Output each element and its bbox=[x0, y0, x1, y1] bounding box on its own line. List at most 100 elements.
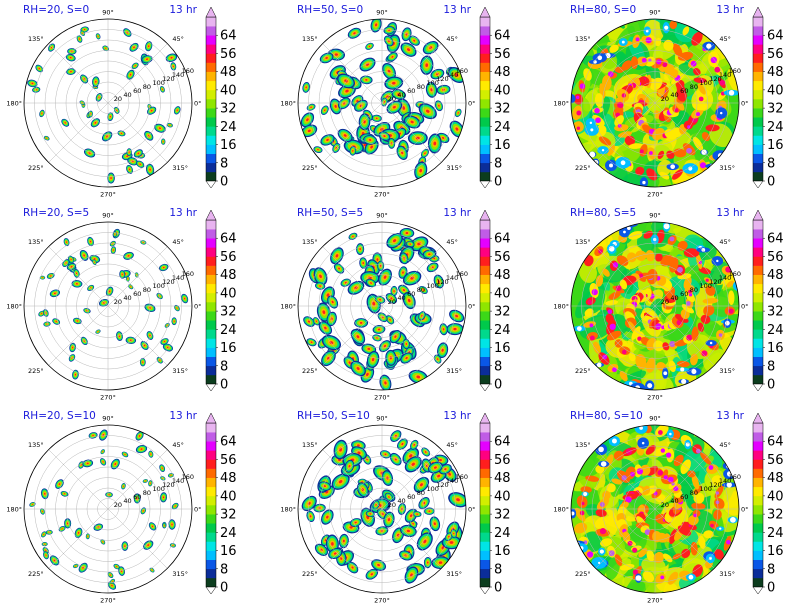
radial-tick-label: 120 bbox=[709, 278, 721, 286]
angular-tick-label: 225° bbox=[28, 570, 44, 578]
angular-tick-label: 315° bbox=[172, 570, 188, 578]
echo-core bbox=[715, 491, 720, 495]
reflectivity-field bbox=[38, 228, 189, 380]
colorbar-segment bbox=[753, 459, 763, 469]
echo-core bbox=[641, 57, 647, 63]
polar-panel: 204060801001201401600°45°90°135°180°225°… bbox=[280, 410, 510, 605]
convective-cell bbox=[87, 284, 95, 292]
angular-tick-label: 90° bbox=[649, 415, 661, 423]
echo-band bbox=[696, 253, 703, 270]
panel-title: RH=50, S=0 bbox=[297, 4, 363, 16]
radial-tick-label: 40 bbox=[670, 497, 678, 505]
convective-cell bbox=[446, 323, 464, 336]
echo-band bbox=[594, 93, 604, 108]
echo-band bbox=[606, 330, 622, 341]
convective-cell bbox=[95, 329, 101, 334]
colorbar-segment bbox=[480, 568, 490, 579]
clear-gap bbox=[601, 148, 605, 152]
echo-band bbox=[674, 313, 689, 323]
echo-band bbox=[697, 83, 706, 95]
colorbar-tick-label: 48 bbox=[767, 65, 784, 80]
convective-cell bbox=[333, 439, 348, 460]
radial-tick-label: 20 bbox=[661, 95, 669, 103]
colorbar-tick-label: 32 bbox=[494, 508, 511, 523]
convective-cell bbox=[396, 145, 408, 160]
clear-gap bbox=[663, 371, 668, 376]
colorbar-segment bbox=[480, 229, 490, 239]
colorbar-segment bbox=[753, 568, 763, 579]
time-label: 13 hr bbox=[169, 207, 197, 219]
convective-cell bbox=[80, 26, 89, 33]
convective-cell bbox=[402, 270, 422, 286]
radial-tick-label: 100 bbox=[153, 79, 165, 87]
echo-band bbox=[672, 169, 683, 180]
colorbar-segment bbox=[753, 44, 763, 54]
angular-tick-label: 315° bbox=[172, 367, 188, 375]
convective-cell bbox=[400, 352, 413, 364]
colorbar-extend-max bbox=[205, 6, 217, 18]
convective-cell bbox=[312, 317, 320, 326]
angular-tick-label: 135° bbox=[302, 441, 318, 449]
angular-tick-label: 45° bbox=[172, 441, 184, 449]
radial-tick-label: 60 bbox=[407, 87, 415, 95]
convective-cell bbox=[29, 502, 36, 507]
convective-cell bbox=[421, 447, 431, 457]
colorbar-segment bbox=[480, 162, 490, 173]
colorbar-segment bbox=[753, 550, 763, 560]
convective-cell bbox=[167, 473, 174, 478]
convective-cell bbox=[418, 103, 437, 120]
echo-band bbox=[714, 485, 724, 499]
colorbar-segment bbox=[206, 162, 216, 173]
echo-band bbox=[681, 304, 695, 314]
radial-tick-label: 20 bbox=[388, 501, 396, 509]
colorbar-tick-label: 16 bbox=[220, 341, 237, 356]
convective-cell bbox=[42, 309, 49, 317]
clear-gap bbox=[620, 160, 626, 166]
radial-tick-label: 160 bbox=[456, 67, 468, 75]
convective-cell bbox=[85, 533, 90, 540]
convective-cell bbox=[397, 438, 408, 450]
clear-gap bbox=[639, 426, 643, 430]
convective-cell bbox=[65, 53, 76, 62]
echo-core bbox=[710, 56, 717, 64]
colorbar-segment bbox=[206, 247, 216, 257]
colorbar-segment bbox=[206, 459, 216, 469]
angular-tick-label: 0° bbox=[741, 303, 748, 311]
radial-tick-label: 160 bbox=[456, 473, 468, 481]
convective-cell bbox=[360, 75, 373, 85]
colorbar-segment bbox=[206, 365, 216, 376]
convective-cell bbox=[146, 106, 157, 115]
echo-band bbox=[574, 507, 586, 522]
convective-cell bbox=[102, 45, 110, 52]
colorbar-extend-min bbox=[479, 180, 491, 189]
colorbar-tick-label: 64 bbox=[494, 232, 511, 247]
echo-band bbox=[638, 547, 648, 558]
colorbar-extend-max bbox=[752, 6, 764, 18]
convective-cell bbox=[107, 112, 114, 122]
convective-cell bbox=[371, 559, 387, 571]
colorbar-segment bbox=[206, 26, 216, 36]
time-label: 13 hr bbox=[716, 207, 744, 219]
radial-tick-label: 100 bbox=[700, 282, 712, 290]
echo-core bbox=[685, 301, 691, 306]
echo-core bbox=[599, 502, 605, 507]
colorbar-tick-label: 40 bbox=[767, 286, 784, 301]
echo-band bbox=[668, 360, 677, 373]
colorbar-segment bbox=[206, 274, 216, 285]
echo-core bbox=[595, 117, 601, 124]
colorbar-segment bbox=[753, 117, 763, 127]
echo-core bbox=[630, 471, 635, 477]
convective-cell bbox=[125, 336, 137, 344]
colorbar-segment bbox=[480, 468, 490, 478]
echo-band bbox=[606, 483, 616, 493]
colorbar-segment bbox=[206, 550, 216, 560]
echo-core bbox=[714, 66, 721, 73]
convective-cell bbox=[123, 28, 132, 37]
convective-cell bbox=[145, 163, 155, 176]
echo-band bbox=[626, 252, 637, 263]
colorbar-tick-label: 0 bbox=[220, 581, 228, 596]
echo-core bbox=[690, 60, 697, 67]
panel-title: RH=80, S=0 bbox=[570, 4, 636, 16]
colorbar-segment bbox=[753, 256, 763, 266]
colorbar: 0 8 16 24 32 40 48 56 64 bbox=[752, 6, 784, 190]
